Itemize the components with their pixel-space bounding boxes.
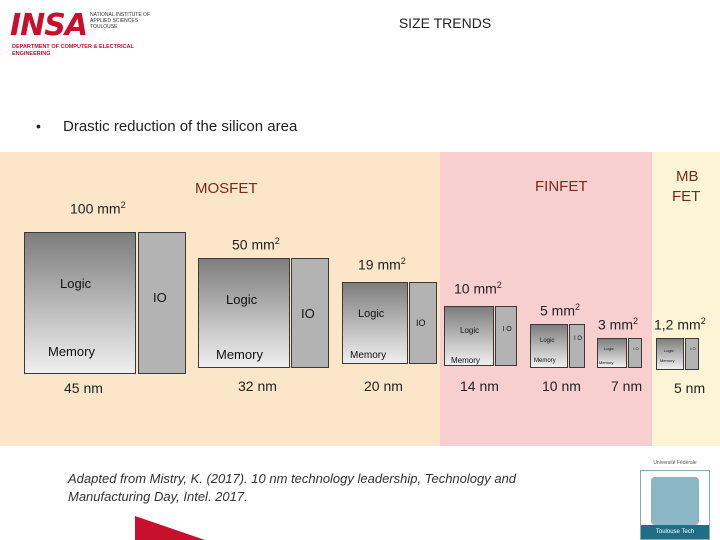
chip-5nm-logic-label: Logic xyxy=(664,348,674,353)
node-label-20nm: 20 nm xyxy=(364,378,403,394)
chip-10nm-logic-memory xyxy=(530,324,568,368)
chip-7nm-io-label: I O xyxy=(633,346,639,351)
node-label-7nm: 7 nm xyxy=(611,378,643,394)
area-label-45nm: 100 mm2 xyxy=(70,200,126,217)
node-label-45nm: 45 nm xyxy=(64,380,103,396)
chip-5nm-io xyxy=(685,338,699,370)
mbfet-region xyxy=(652,152,720,446)
chip-32nm-logic-memory xyxy=(198,258,290,368)
node-label-32nm: 32 nm xyxy=(238,378,277,394)
citation: Adapted from Mistry, K. (2017). 10 nm te… xyxy=(68,471,517,504)
bullet-marker: • xyxy=(36,118,41,134)
chip-20nm-io xyxy=(409,282,437,364)
chip-7nm-io xyxy=(628,338,642,368)
area-label-32nm: 50 mm2 xyxy=(232,236,280,253)
decorative-red-shape xyxy=(135,516,205,540)
chip-32nm-io xyxy=(291,258,329,368)
chip-20nm-memory-label: Memory xyxy=(350,350,387,361)
chip-32nm-memory-label: Memory xyxy=(216,347,263,362)
chip-20nm-io-label: IO xyxy=(416,318,426,328)
chip-14nm-logic-label: Logic xyxy=(460,326,480,335)
chip-14nm-io xyxy=(495,306,517,366)
mbfet-label-line2: FET xyxy=(672,188,701,205)
insa-logo: INSA xyxy=(10,8,88,43)
area-label-14nm: 10 mm2 xyxy=(454,280,502,297)
badge-top-text: Université Fédérale xyxy=(653,460,697,466)
chip-5nm-io-label: I O xyxy=(690,346,696,351)
chip-45nm-memory-label: Memory xyxy=(48,344,95,359)
mosfet-label: MOSFET xyxy=(195,180,258,197)
node-label-10nm: 10 nm xyxy=(542,378,581,394)
chip-10nm-io-label: I O xyxy=(573,336,582,342)
area-label-20nm: 19 mm2 xyxy=(358,256,406,273)
chip-45nm-logic-label: Logic xyxy=(60,276,92,291)
chip-10nm-io xyxy=(569,324,585,368)
node-label-14nm: 14 nm xyxy=(460,378,499,394)
badge-emblem xyxy=(651,477,699,525)
chip-45nm-io-label: IO xyxy=(153,290,167,305)
chip-7nm-logic-label: Logic xyxy=(604,346,614,351)
area-label-7nm: 3 mm2 xyxy=(598,316,639,333)
chip-5nm-memory-label: Memory xyxy=(660,358,675,363)
slide-title: SIZE TRENDS xyxy=(398,15,492,31)
institute-name: NATIONAL INSTITUTE OF APPLIED SCIENCES T… xyxy=(90,12,151,30)
chip-32nm-logic-label: Logic xyxy=(226,292,258,307)
chip-7nm-logic-memory xyxy=(597,338,627,368)
chip-14nm-io-label: I O xyxy=(502,326,512,333)
chip-7nm-memory-label: Memory xyxy=(599,360,614,365)
finfet-region xyxy=(440,152,652,446)
chip-10nm-logic-label: Logic xyxy=(540,338,555,344)
mbfet-label-line1: MB xyxy=(676,168,699,185)
chip-32nm-io-label: IO xyxy=(301,306,315,321)
toulouse-tech-logo: Université Fédérale Toulouse Tech xyxy=(640,460,710,540)
chip-20nm-logic-memory xyxy=(342,282,408,364)
finfet-label: FINFET xyxy=(535,178,588,195)
area-label-5nm: 1,2 mm2 xyxy=(654,316,706,333)
badge-foot-text: Toulouse Tech xyxy=(641,525,709,539)
chip-14nm-logic-memory xyxy=(444,306,494,366)
chip-5nm-logic-memory xyxy=(656,338,684,370)
area-label-10nm: 5 mm2 xyxy=(540,302,581,319)
department-name: DEPARTMENT OF COMPUTER & ELECTRICAL ENGI… xyxy=(12,44,134,57)
bullet-text: Drastic reduction of the silicon area xyxy=(63,118,298,135)
chip-45nm-io xyxy=(138,232,186,374)
chip-10nm-memory-label: Memory xyxy=(534,358,556,364)
chip-14nm-memory-label: Memory xyxy=(451,356,480,365)
chip-45nm-logic-memory xyxy=(24,232,136,374)
chip-20nm-logic-label: Logic xyxy=(358,308,385,320)
node-label-5nm: 5 nm xyxy=(674,380,706,396)
